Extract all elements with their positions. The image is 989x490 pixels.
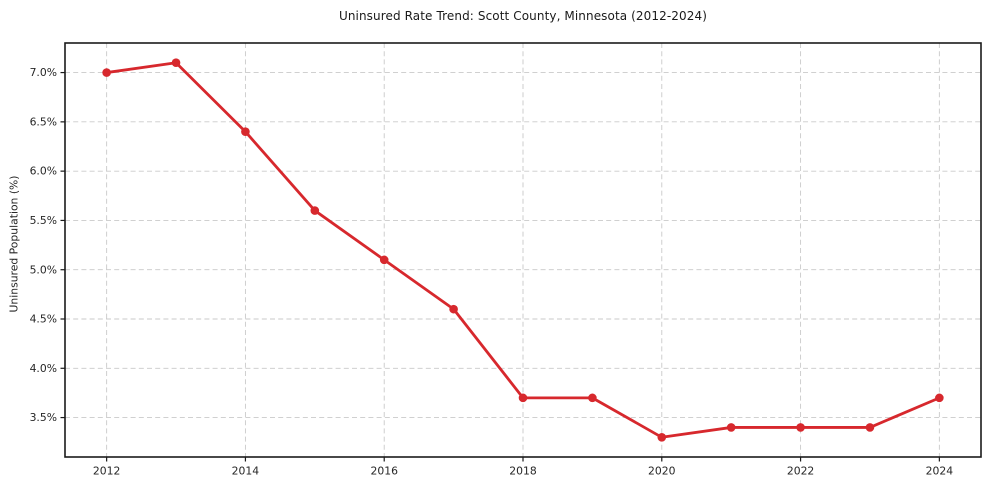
x-tick-label: 2016 bbox=[370, 465, 398, 478]
x-tick-label: 2022 bbox=[787, 465, 814, 478]
y-tick-label: 5.5% bbox=[30, 214, 57, 227]
x-tick-label: 2018 bbox=[509, 465, 537, 478]
data-point bbox=[657, 432, 667, 442]
data-point bbox=[935, 393, 944, 403]
y-tick-label: 5.0% bbox=[30, 263, 57, 276]
x-tick-label: 2014 bbox=[232, 465, 260, 478]
data-point bbox=[865, 423, 875, 432]
x-tick-label: 2020 bbox=[648, 465, 676, 478]
y-tick-label: 7.0% bbox=[30, 66, 57, 79]
x-tick-label: 2012 bbox=[93, 465, 120, 478]
data-point bbox=[102, 68, 111, 77]
y-tick-label: 4.0% bbox=[30, 362, 57, 375]
data-point bbox=[726, 423, 736, 432]
y-tick-label: 6.5% bbox=[30, 115, 57, 128]
y-tick-label: 4.5% bbox=[30, 313, 57, 326]
data-point bbox=[171, 58, 181, 68]
y-tick-label: 6.0% bbox=[30, 165, 57, 178]
data-point bbox=[796, 423, 805, 432]
data-point bbox=[241, 127, 250, 137]
data-point bbox=[518, 393, 528, 403]
x-tick-label: 2024 bbox=[926, 465, 954, 478]
data-point bbox=[379, 255, 389, 265]
data-point bbox=[588, 393, 597, 403]
chart-title: Uninsured Rate Trend: Scott County, Minn… bbox=[338, 9, 708, 23]
y-tick-label: 3.5% bbox=[30, 411, 57, 424]
data-point bbox=[449, 304, 458, 314]
data-point bbox=[310, 206, 320, 215]
